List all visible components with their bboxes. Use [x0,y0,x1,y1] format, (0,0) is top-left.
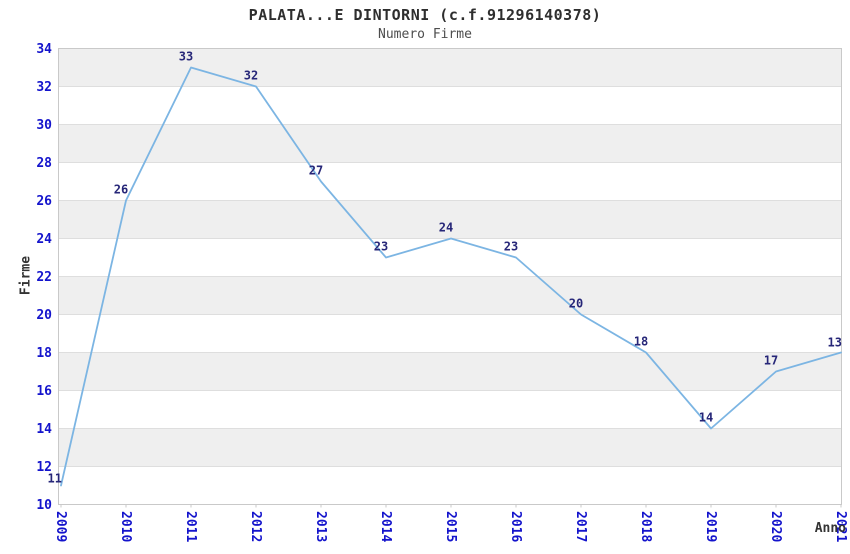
y-axis-title: Firme [18,255,34,296]
grid-band [58,48,842,87]
x-tick-label: 2014 [378,511,393,542]
x-tick-label: 2016 [508,511,523,542]
plot-border [58,48,842,505]
x-axis-title: Anno [814,521,846,536]
y-tick-label: 28 [36,156,52,171]
x-tick-label: 2009 [53,511,68,542]
x-tick-label: 2018 [638,511,653,542]
point-label: 26 [114,183,128,197]
y-tick-label: 32 [36,80,52,95]
x-tick-label: 2013 [313,511,328,542]
point-label: 23 [504,240,518,254]
y-tick-label: 30 [36,118,52,133]
x-tick-label: 2012 [248,511,263,542]
y-tick-label: 12 [36,460,52,475]
point-label: 20 [569,297,583,311]
y-tick-label: 24 [36,232,52,247]
grid-band [58,428,842,467]
x-tick-label: 2019 [703,511,718,542]
grid-band [58,352,842,391]
grid-band [58,200,842,239]
point-label: 24 [439,221,453,235]
x-tick-label: 2017 [573,511,588,542]
x-tick-label: 2021 [833,511,848,542]
y-tick-label: 10 [36,498,52,513]
point-label: 23 [374,240,388,254]
y-tick-label: 18 [36,346,52,361]
x-tick-label: 2020 [768,511,783,542]
y-tick-label: 16 [36,384,52,399]
chart-title: PALATA...E DINTORNI (c.f.91296140378) [248,6,602,24]
x-tick-label: 2011 [183,511,198,542]
y-tick-label: 34 [36,42,52,57]
y-tick-label: 22 [36,270,52,285]
chart-subtitle: Numero Firme [378,27,472,42]
y-tick-label: 26 [36,194,52,209]
point-label: 13 [828,336,842,350]
grid-band [58,124,842,163]
point-label: 27 [309,164,323,178]
point-label: 17 [764,354,778,368]
y-tick-label: 14 [36,422,52,437]
point-label: 11 [48,472,62,486]
y-tick-label: 20 [36,308,52,323]
grid-band [58,276,842,315]
point-label: 32 [244,69,258,83]
point-label: 33 [179,50,193,64]
point-label: 14 [699,411,713,425]
data-line [60,66,842,487]
x-tick-label: 2010 [118,511,133,542]
point-label: 18 [634,335,648,349]
x-tick-label: 2015 [443,511,458,542]
